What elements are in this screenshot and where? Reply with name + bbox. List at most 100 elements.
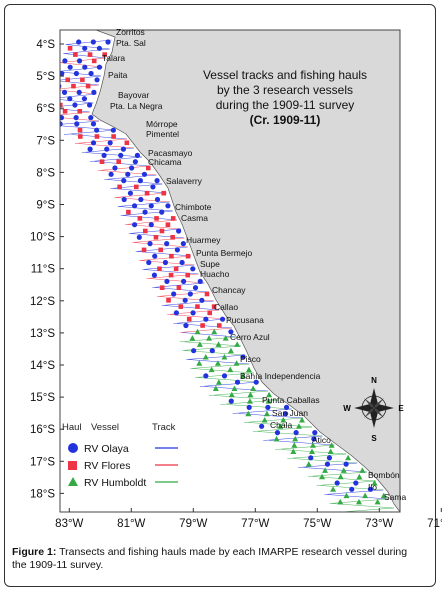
- title-line-1: Vessel tracks and fishing hauls: [203, 68, 367, 82]
- place-label: Chicama: [148, 157, 182, 167]
- haul-olaya: [60, 83, 62, 89]
- west-arrow-icon: [354, 404, 374, 412]
- track-segment: [85, 152, 143, 158]
- haul-olaya: [120, 146, 127, 152]
- haul-olaya: [110, 127, 116, 133]
- haul-flores: [186, 316, 192, 322]
- haul-olaya: [96, 45, 103, 51]
- nw-point-icon: [364, 398, 374, 408]
- haul-olaya: [87, 102, 93, 108]
- haul-flores: [165, 222, 171, 227]
- track-segment: [232, 408, 292, 414]
- haul-olaya: [174, 247, 180, 253]
- haul-flores: [142, 228, 148, 234]
- haul-olaya: [61, 89, 68, 95]
- track-segment: [281, 449, 347, 455]
- haul-olaya: [81, 96, 88, 102]
- haul-flores: [157, 266, 162, 272]
- haul-flores: [126, 209, 131, 215]
- haul-humboldt: [291, 442, 298, 448]
- haul-humboldt: [319, 473, 326, 480]
- haul-olaya: [136, 234, 142, 240]
- haul-olaya: [179, 259, 185, 266]
- haul-flores: [185, 272, 191, 278]
- haul-flores: [60, 102, 63, 108]
- haul-olaya: [94, 77, 100, 83]
- track-segment: [60, 99, 94, 104]
- haul-humboldt: [227, 347, 234, 354]
- haul-olaya: [90, 121, 97, 127]
- haul-olaya: [191, 348, 197, 354]
- track-segment: [324, 489, 384, 495]
- track-segment: [303, 467, 368, 473]
- haul-flores: [200, 323, 205, 328]
- haul-flores: [216, 323, 222, 328]
- haul-olaya: [203, 316, 209, 322]
- track-segment: [89, 156, 143, 162]
- haul-olaya: [90, 39, 96, 45]
- haul-humboldt: [359, 467, 366, 473]
- track-segment: [275, 444, 335, 450]
- track-segment: [60, 62, 103, 68]
- haul-olaya: [138, 196, 144, 203]
- title-line-3: during the 1909-11 survey: [216, 98, 355, 112]
- track-segment: [107, 179, 163, 185]
- haul-flores: [65, 77, 71, 83]
- lon-label: 71°W: [427, 518, 442, 530]
- haul-olaya: [141, 171, 148, 177]
- haul-humboldt: [305, 461, 312, 467]
- haul-olaya: [104, 146, 110, 152]
- track-segment: [179, 341, 242, 347]
- haul-olaya: [228, 398, 234, 404]
- haul-olaya: [132, 203, 138, 209]
- haul-flores: [116, 159, 121, 164]
- place-label: Punta Bermejo: [196, 248, 252, 258]
- track-segment: [252, 426, 313, 432]
- haul-flores: [67, 46, 73, 51]
- haul-flores: [195, 304, 200, 309]
- caption-text: Transects and fishing hauls made by each…: [12, 546, 408, 571]
- lat-label: 14°S: [30, 360, 55, 372]
- haul-olaya: [73, 115, 79, 121]
- haul-olaya: [154, 196, 161, 203]
- place-label: Chancay: [212, 285, 246, 295]
- se-point-icon: [374, 408, 384, 418]
- haul-olaya: [308, 455, 314, 461]
- track-segment: [60, 84, 99, 90]
- haul-olaya: [152, 253, 158, 259]
- haul-flores: [73, 52, 78, 57]
- haul-humboldt: [245, 366, 252, 373]
- lon-label: 75°W: [303, 518, 331, 530]
- track-segment: [269, 440, 335, 446]
- track-segment: [149, 278, 205, 284]
- place-label: Paita: [108, 70, 128, 80]
- haul-olaya: [147, 241, 153, 247]
- haul-flores: [159, 228, 165, 234]
- place-label: Pisco: [240, 354, 261, 364]
- haul-flores: [170, 235, 175, 240]
- haul-humboldt: [265, 398, 272, 404]
- haul-flores: [144, 190, 150, 196]
- haul-olaya: [343, 461, 349, 467]
- haul-flores: [62, 109, 68, 114]
- haul-humboldt: [212, 385, 219, 391]
- haul-humboldt: [337, 498, 344, 505]
- haul-humboldt: [211, 328, 218, 335]
- haul-olaya: [112, 165, 118, 171]
- haul-olaya: [96, 64, 103, 70]
- haul-flores: [141, 247, 147, 253]
- haul-olaya: [312, 430, 318, 436]
- haul-humboldt: [327, 448, 334, 454]
- track-segment: [97, 165, 150, 171]
- haul-humboldt: [337, 473, 344, 480]
- haul-olaya: [76, 58, 83, 64]
- longitude-axis: 83°W 81°W 79°W 77°W 75°W 73°W 71°W: [55, 508, 442, 530]
- haul-olaya: [192, 285, 199, 291]
- haul-humboldt: [309, 442, 316, 448]
- haul-olaya: [108, 171, 114, 177]
- track-segment: [60, 75, 102, 81]
- haul-olaya: [91, 89, 97, 95]
- place-label: Salaverry: [166, 176, 203, 186]
- haul-olaya: [118, 152, 124, 158]
